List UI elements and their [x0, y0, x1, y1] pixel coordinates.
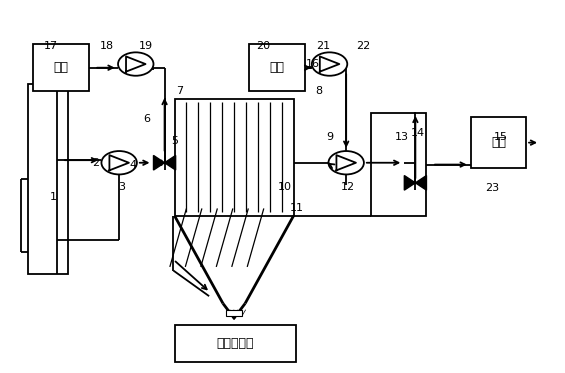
Text: 15: 15 — [494, 132, 508, 142]
Text: 5: 5 — [171, 136, 178, 146]
Bar — [28, 84, 68, 274]
Polygon shape — [405, 176, 415, 190]
Bar — [33, 44, 89, 91]
Text: 8: 8 — [315, 87, 322, 97]
Bar — [175, 325, 297, 362]
Bar — [175, 99, 294, 216]
Text: 酸液: 酸液 — [270, 61, 284, 74]
Bar — [371, 113, 427, 216]
Text: 11: 11 — [289, 203, 303, 213]
Text: 14: 14 — [411, 128, 425, 138]
Polygon shape — [415, 176, 427, 190]
Text: 重金属污泥: 重金属污泥 — [217, 337, 254, 350]
Text: 2: 2 — [92, 158, 99, 168]
Circle shape — [102, 151, 137, 175]
Circle shape — [312, 52, 347, 76]
Polygon shape — [164, 156, 176, 170]
Text: 碱液: 碱液 — [54, 61, 68, 74]
Text: 17: 17 — [44, 41, 58, 51]
Text: 回用: 回用 — [491, 136, 506, 149]
Text: 4: 4 — [129, 160, 137, 170]
Text: 23: 23 — [485, 183, 499, 193]
Text: 9: 9 — [326, 132, 333, 142]
Text: 1: 1 — [50, 192, 57, 203]
Text: 12: 12 — [341, 182, 355, 191]
Polygon shape — [154, 156, 164, 170]
Text: 10: 10 — [279, 182, 292, 191]
Bar — [227, 310, 242, 316]
Text: 18: 18 — [100, 41, 114, 51]
Bar — [471, 117, 526, 168]
Text: 16: 16 — [306, 59, 320, 69]
Text: 13: 13 — [394, 132, 408, 142]
Text: 3: 3 — [119, 182, 125, 191]
Text: 20: 20 — [256, 41, 270, 51]
Bar — [249, 44, 305, 91]
Text: 21: 21 — [316, 41, 330, 51]
Text: 19: 19 — [138, 41, 153, 51]
Circle shape — [328, 151, 364, 175]
Text: 7: 7 — [176, 87, 184, 97]
Text: 6: 6 — [144, 114, 150, 124]
Circle shape — [118, 52, 154, 76]
Text: 22: 22 — [355, 41, 370, 51]
